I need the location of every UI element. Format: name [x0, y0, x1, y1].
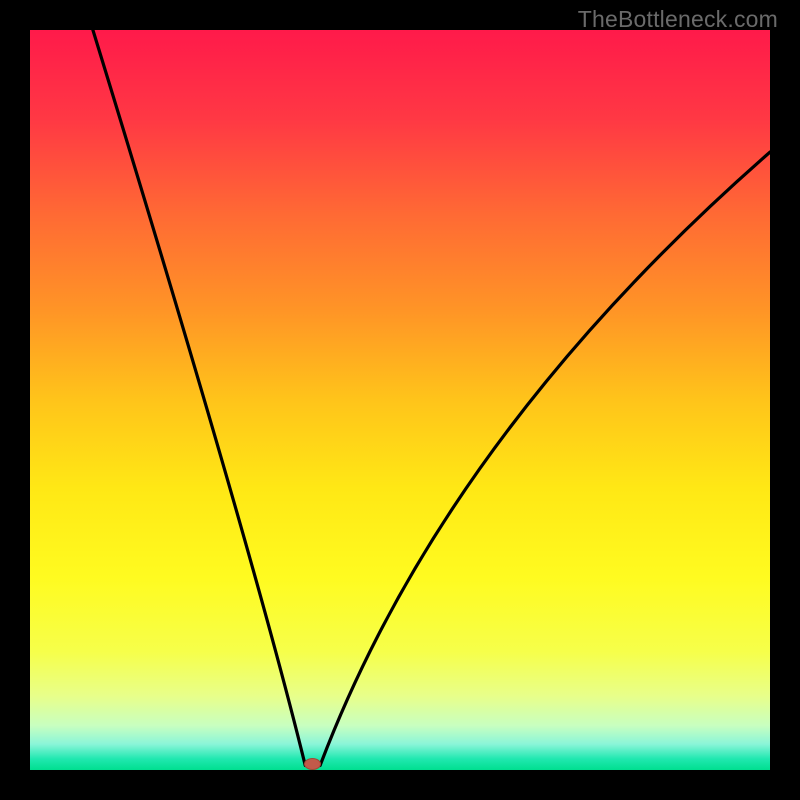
- plot-area: [30, 30, 770, 770]
- bottleneck-curve: [30, 30, 770, 770]
- watermark-text: TheBottleneck.com: [578, 6, 778, 33]
- chart-frame: TheBottleneck.com: [0, 0, 800, 800]
